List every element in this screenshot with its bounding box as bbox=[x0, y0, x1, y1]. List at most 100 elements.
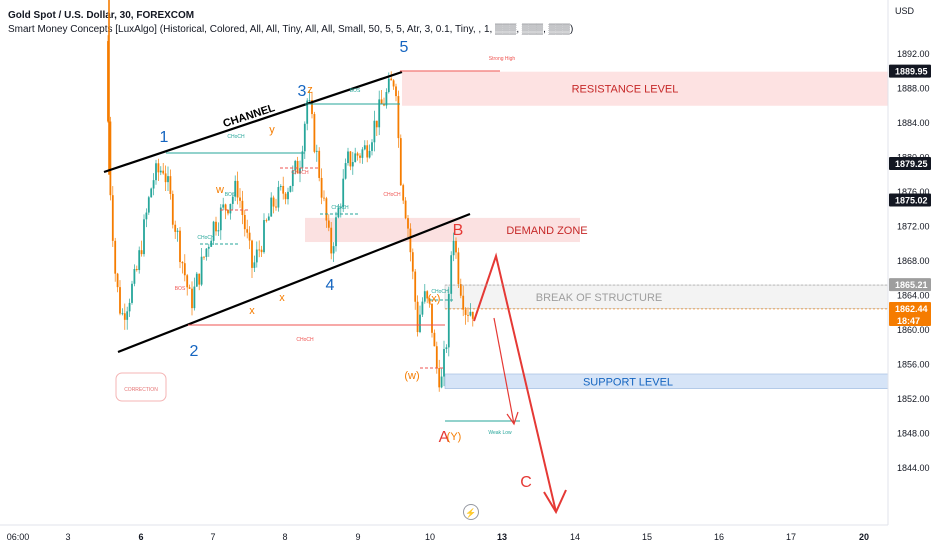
x-tick-label: 10 bbox=[425, 532, 435, 542]
wave-label-3: 3 bbox=[298, 83, 307, 100]
candle-body bbox=[183, 263, 186, 276]
x-tick-label: 8 bbox=[282, 532, 287, 542]
candle-body bbox=[145, 212, 148, 220]
candle-body bbox=[193, 286, 196, 309]
y-tick-label: 1860.00 bbox=[897, 325, 930, 335]
candle-body bbox=[169, 176, 172, 194]
candle-body bbox=[155, 163, 157, 181]
strong-high-label: Strong High bbox=[489, 56, 516, 62]
candle-body bbox=[114, 240, 117, 274]
x-tick-label: 16 bbox=[714, 532, 724, 542]
candle-body bbox=[313, 114, 316, 152]
chart-title: Gold Spot / U.S. Dollar, 30, FOREXCOM bbox=[8, 10, 195, 21]
candle-body bbox=[138, 250, 141, 271]
candle-body bbox=[387, 78, 390, 93]
wave-label-4: 4 bbox=[326, 277, 335, 294]
candle-body bbox=[351, 162, 354, 167]
candle-body bbox=[344, 163, 347, 179]
candle-body bbox=[421, 301, 424, 315]
candle-body bbox=[143, 219, 145, 255]
zone-0 bbox=[402, 71, 888, 106]
candle-body bbox=[306, 100, 309, 124]
candle-body bbox=[207, 246, 210, 249]
x-tick-label: 9 bbox=[355, 532, 360, 542]
channel-lower-line bbox=[117, 212, 471, 354]
replay-circle[interactable] bbox=[463, 504, 479, 520]
candle-body bbox=[140, 250, 143, 255]
y-tick-label: 1888.00 bbox=[897, 84, 930, 94]
candle-body bbox=[157, 163, 160, 173]
candle-body bbox=[121, 313, 124, 315]
candle-body bbox=[116, 273, 119, 288]
candle-body bbox=[171, 193, 174, 225]
channel-upper-line bbox=[103, 70, 403, 174]
candle-body bbox=[270, 197, 273, 217]
candle-body bbox=[330, 227, 333, 254]
candle-body bbox=[363, 145, 366, 150]
subwave-label: (x) bbox=[428, 293, 441, 305]
candle-body bbox=[255, 249, 258, 263]
candle-body bbox=[457, 252, 460, 285]
candle-body bbox=[347, 151, 349, 164]
candle-body bbox=[291, 170, 294, 187]
candle-body bbox=[327, 220, 330, 228]
candle-body bbox=[315, 150, 318, 152]
candle-body bbox=[215, 221, 217, 232]
candle-body bbox=[299, 168, 301, 174]
candle-body bbox=[107, 41, 109, 122]
candle-body bbox=[464, 309, 467, 315]
candle-body bbox=[443, 348, 445, 377]
candle-body bbox=[325, 198, 328, 221]
candle-body bbox=[186, 275, 189, 288]
candle-body bbox=[337, 207, 340, 218]
candle-body bbox=[167, 176, 169, 183]
candle-body bbox=[284, 193, 287, 200]
currency-label: USD bbox=[895, 6, 915, 16]
candle-body bbox=[426, 291, 429, 299]
subwave-label: x bbox=[249, 305, 255, 317]
candle-body bbox=[164, 173, 167, 183]
candle-body bbox=[471, 311, 474, 319]
zone-1 bbox=[305, 217, 580, 243]
candle-body bbox=[126, 311, 129, 320]
candle-body bbox=[131, 283, 133, 303]
smc-label: CHoCH bbox=[227, 134, 245, 140]
candle-body bbox=[133, 269, 136, 284]
candle-body bbox=[150, 188, 153, 198]
candle-body bbox=[308, 100, 311, 101]
candle-body bbox=[294, 160, 297, 171]
candle-body bbox=[431, 303, 433, 333]
x-tick-label: 6 bbox=[138, 532, 143, 542]
subwave-label: x bbox=[279, 292, 285, 304]
projection-path bbox=[473, 252, 557, 513]
correction-label: CORRECTION bbox=[124, 387, 158, 393]
candle-body bbox=[390, 78, 393, 81]
candle-body bbox=[361, 149, 364, 158]
candle-body bbox=[191, 288, 193, 309]
smc-label: CHoCH bbox=[291, 170, 309, 176]
candle-body bbox=[174, 224, 177, 232]
candle-body bbox=[423, 291, 426, 302]
candle-body bbox=[459, 284, 462, 296]
price-tag bbox=[889, 64, 931, 78]
price-tag-label: 1875.02 bbox=[895, 195, 928, 205]
candle-body bbox=[200, 256, 203, 285]
indicator-legend[interactable]: Smart Money Concepts [LuxAlgo] (Historic… bbox=[8, 24, 574, 35]
candle-body bbox=[392, 80, 395, 87]
candle-body bbox=[224, 204, 227, 210]
subwave-label: y bbox=[269, 124, 275, 136]
price-tag bbox=[889, 278, 931, 292]
candle-body bbox=[455, 240, 457, 253]
candle-body bbox=[258, 249, 261, 251]
y-tick-label: 1892.00 bbox=[897, 49, 930, 59]
wave-label-A: A bbox=[439, 429, 450, 446]
candle-body bbox=[373, 120, 376, 143]
price-tag bbox=[889, 156, 931, 170]
x-tick-label: 3 bbox=[65, 532, 70, 542]
candle-body bbox=[282, 185, 285, 194]
x-tick-label: 20 bbox=[859, 532, 869, 542]
candle-body bbox=[152, 180, 155, 189]
candle-body bbox=[440, 376, 443, 388]
candle-body bbox=[176, 230, 179, 232]
